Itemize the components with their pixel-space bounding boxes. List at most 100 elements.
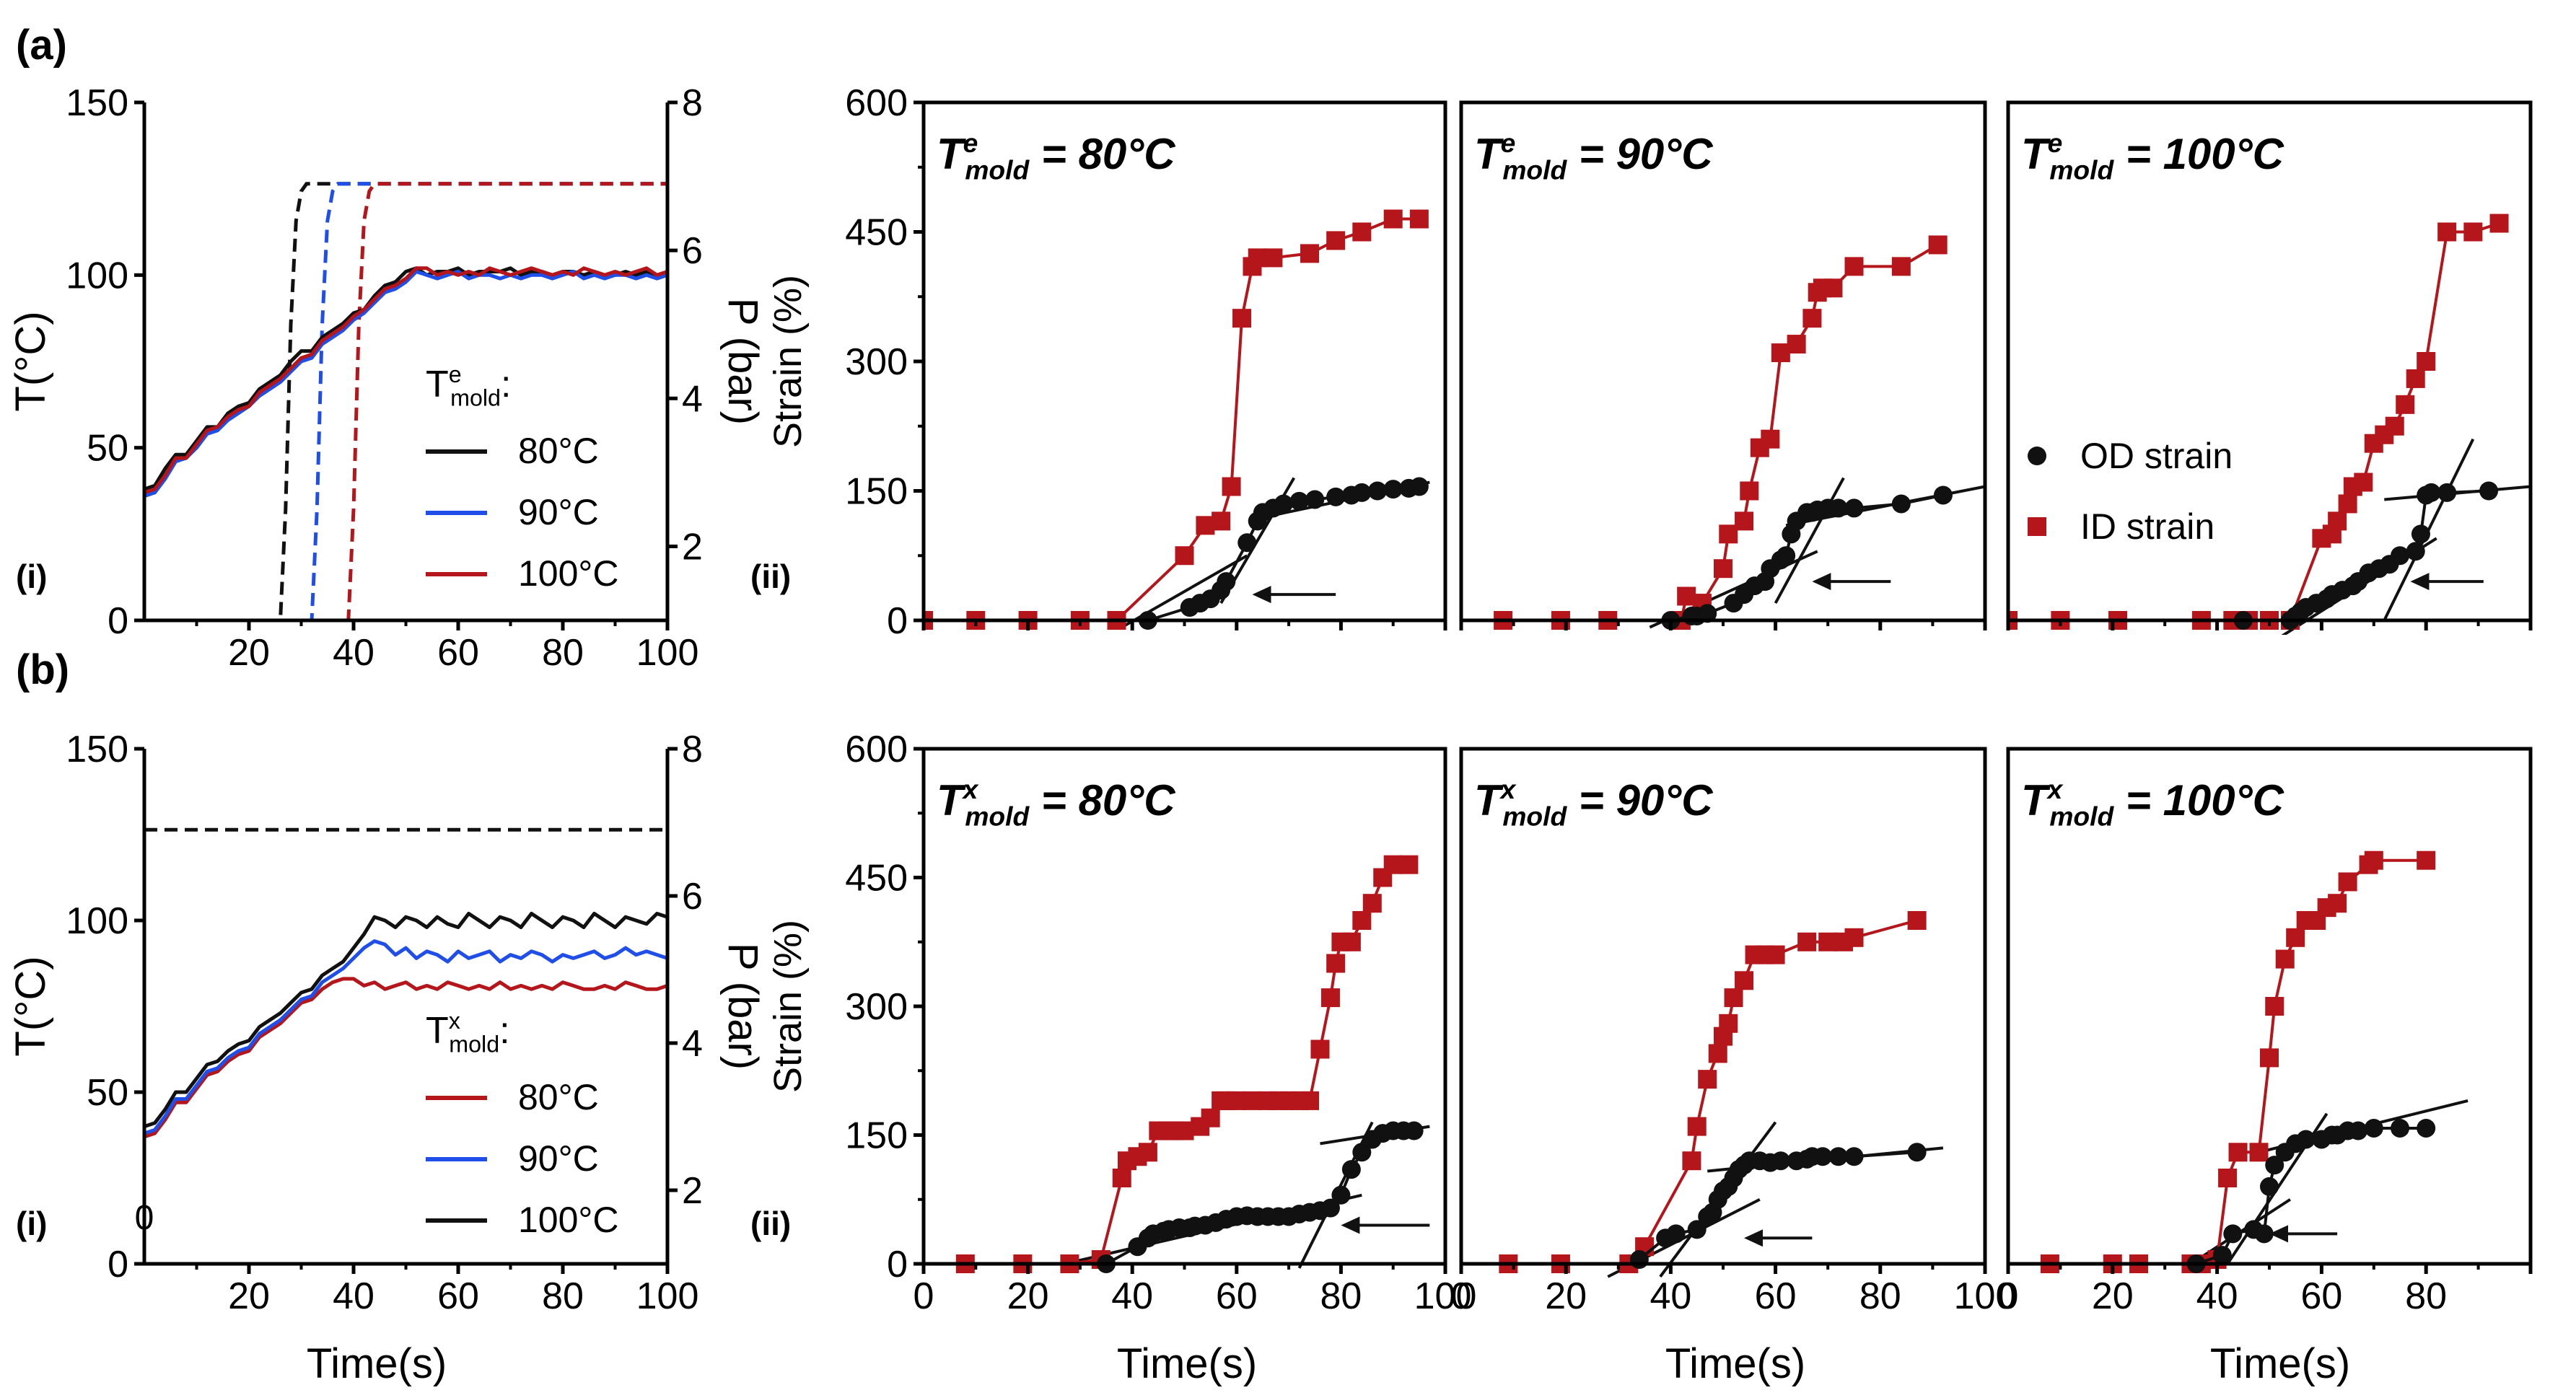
a-ii-100-legend-marker-id — [2028, 517, 2046, 536]
a-i-xtick-label: 100 — [636, 632, 699, 674]
b-ii-90-id-strain-point — [1682, 1151, 1701, 1171]
a-ii-90-id-strain-point — [1761, 429, 1780, 449]
a-i-y2tick-label: 8 — [682, 82, 703, 124]
b-ii-100-od-strain-point — [2254, 1224, 2274, 1244]
b-ii-90-xtick-label: 0 — [1451, 1275, 1472, 1317]
a-ii-80-ytick-label: 450 — [845, 212, 908, 254]
b-ii-80-xtick-label: 100 — [1414, 1275, 1477, 1317]
b-i-legend-label-90°C: 90°C — [518, 1138, 599, 1179]
b-ii-90-id-strain-point — [1687, 1117, 1707, 1136]
b-ii-100-id-strain-point — [2286, 928, 2305, 947]
a-ii-80-od-strain-point — [1217, 572, 1236, 592]
b-ii-90-arrow-head — [1744, 1229, 1764, 1247]
a-ii-80-od-strain-point — [1326, 487, 1346, 506]
b-ii-80-ytick-label: 450 — [845, 858, 908, 900]
b-ii-80-ytick-label: 0 — [887, 1244, 908, 1285]
b-i-xtick-label: 100 — [636, 1275, 699, 1317]
b-i-temp-line-80°C — [144, 977, 668, 1139]
b-i-legend-label-100°C: 100°C — [518, 1200, 619, 1240]
b-ii-80-id-strain-point — [1352, 911, 1372, 930]
a-ii-80-ytick-label: 0 — [887, 600, 908, 642]
b-ii-80-id-strain-point — [1138, 1143, 1157, 1162]
b-i-origin-label: 0 — [135, 1199, 154, 1237]
b-ii-80-id-strain-point — [1227, 1091, 1246, 1110]
b-ii-80-arrow-head — [1341, 1216, 1360, 1234]
b-ii-100-od-strain-point — [2296, 1130, 2316, 1149]
b-ii-80-id-strain-point — [1362, 894, 1382, 913]
a-ii-100-plot-area — [2008, 214, 2531, 635]
b-ii-80-ytick-label: 600 — [845, 729, 908, 770]
a-ii-80-od-strain-point — [1237, 533, 1257, 553]
panel-label-b-i: (i) — [16, 1205, 47, 1242]
b-i-y2tick-label: 4 — [682, 1023, 703, 1065]
a-ii-90-id-strain-point — [1719, 524, 1738, 544]
b-i-y-axis-title: T(°C) — [7, 956, 54, 1056]
b-ii-100-od-strain-point — [2364, 1118, 2383, 1138]
b-ii-80-id-strain-point — [1112, 1169, 1131, 1187]
b-i-temp-line-100°C — [144, 912, 668, 1128]
b-ii-80-id-strain-point — [1383, 855, 1403, 874]
b-ii-100-id-strain-point — [2265, 997, 2284, 1016]
a-i-legend-label-80°C: 80°C — [518, 431, 599, 471]
a-ii-100-series-line-OD-strain — [2243, 489, 2489, 622]
a-ii-100-legend-marker-od — [2028, 447, 2046, 465]
b-ii-80-od-strain-point — [1352, 1143, 1372, 1162]
a-ii-80-id-strain-point — [1300, 244, 1320, 263]
a-ii-90-od-strain-point — [1891, 494, 1911, 514]
b-ii-80-od-strain-point — [1404, 1121, 1424, 1140]
a-ii-100-legend-label-od: OD strain — [2080, 436, 2233, 476]
b-i-ytick-label: 50 — [87, 1072, 128, 1114]
a-ii-80-id-strain-point — [1409, 209, 1429, 229]
x-axis-title-b-ii-90: Time(s) — [1665, 1340, 1805, 1387]
a-i-ytick-label: 150 — [66, 82, 128, 124]
b-i-ytick-label: 150 — [66, 729, 128, 770]
a-i-y-axis-title: T(°C) — [7, 311, 54, 411]
a-ii-80-od-strain-point — [1305, 490, 1325, 509]
b-i-temp-line-90°C — [144, 939, 668, 1135]
a-ii-90-id-strain-point — [1787, 335, 1806, 354]
b-i-y2tick-label: 8 — [682, 729, 703, 770]
a-ii-90-od-strain-point — [1933, 485, 1953, 505]
a-ii-100-od-strain-point — [2406, 542, 2425, 561]
b-i-xtick-label: 40 — [333, 1275, 374, 1317]
a-ii-90-id-strain-point — [1740, 481, 1759, 501]
b-ii-90-od-strain-point — [1844, 1147, 1864, 1166]
b-ii-100-xtick-label: 80 — [2405, 1275, 2447, 1317]
b-ii-100-od-strain-point — [2349, 1121, 2368, 1140]
a-ii-80-od-strain-point — [1289, 491, 1309, 511]
a-i-pressure-line-2 — [144, 182, 667, 623]
a-i-xtick-label: 80 — [542, 632, 584, 674]
b-ii-90-id-strain-point — [1698, 1070, 1717, 1089]
b-ii-90-plot-area — [1499, 911, 1944, 1278]
a-ii-80-id-strain-point — [1383, 209, 1403, 229]
x-axis-title-b-i: Time(s) — [307, 1340, 447, 1387]
b-ii-100-id-strain-point — [2218, 1169, 2238, 1187]
b-ii-90-id-strain-point — [1844, 928, 1864, 947]
a-ii-100-series-line-ID-strain — [2008, 221, 2500, 622]
b-i-ytick-label: 100 — [66, 900, 128, 942]
b-ii-100-id-strain-point — [2249, 1143, 2269, 1162]
a-ii-100-id-strain-point — [2354, 472, 2373, 492]
b-ii-80-ytick-label: 300 — [845, 986, 908, 1028]
b-ii-90-id-strain-point — [1797, 932, 1817, 951]
a-i-y2tick-label: 2 — [682, 526, 703, 568]
b-ii-80-id-strain-point — [1243, 1091, 1262, 1110]
a-ii-80-plot-area — [924, 209, 1430, 630]
panel-label-a-i: (i) — [16, 558, 47, 595]
a-ii-100-id-strain-point — [2328, 511, 2347, 531]
a-ii-100-od-strain-point — [2437, 483, 2457, 502]
b-ii-100-id-strain-point — [2275, 949, 2295, 969]
b-ii-100-xtick-label: 20 — [2092, 1275, 2134, 1317]
b-i-y2tick-label: 2 — [682, 1170, 703, 1212]
b-ii-80-xtick-label: 40 — [1111, 1275, 1153, 1317]
a-ii-100-id-strain-point — [2338, 494, 2357, 514]
a-ii-90-id-strain-point — [1735, 511, 1754, 531]
a-ii-80-id-strain-point — [1248, 248, 1267, 268]
a-ii-80-panel-title: Te mold = 80°C — [937, 128, 1176, 185]
b-ii-90-id-strain-point — [1719, 1014, 1738, 1033]
a-ii-90-od-strain-point — [1844, 498, 1864, 518]
a-ii-100-id-strain-point — [2489, 214, 2509, 233]
b-ii-100-od-strain-point — [2265, 1156, 2284, 1175]
